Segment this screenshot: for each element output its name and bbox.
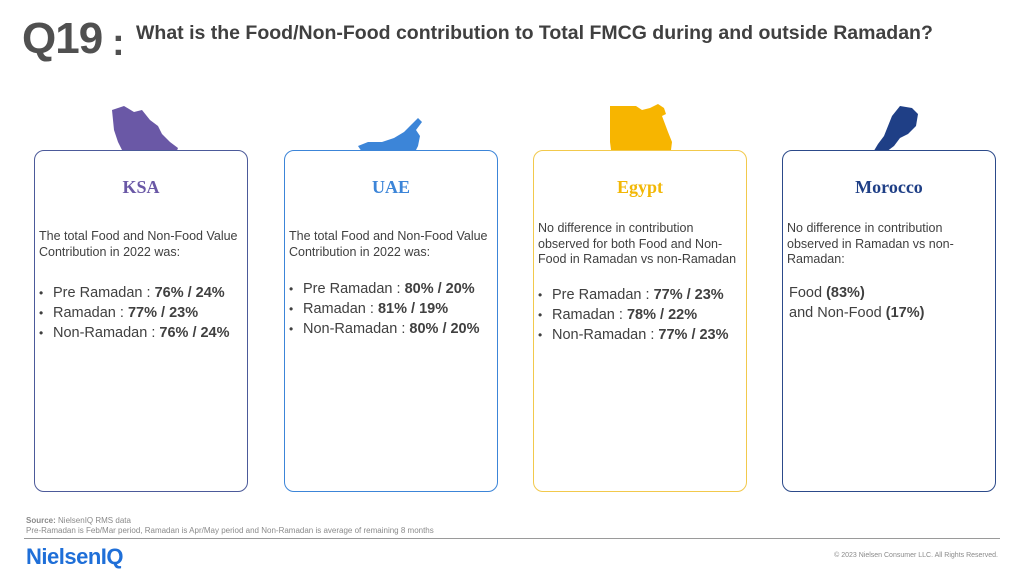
question-title: What is the Food/Non-Food contribution t…	[136, 22, 933, 44]
list-item: Food (83%)	[789, 285, 865, 301]
contribution-list: Pre Ramadan : 77% / 23% Ramadan : 78% / …	[538, 285, 742, 345]
list-item: Ramadan : 78% / 22%	[538, 305, 742, 325]
card-description: No difference in contribution observed i…	[787, 221, 954, 266]
ksa-card: KSA The total Food and Non-Food Value Co…	[34, 150, 248, 492]
egypt-card: Egypt No difference in contribution obse…	[533, 150, 747, 492]
list-item: Non-Ramadan : 76% / 24%	[39, 323, 243, 343]
card-description: The total Food and Non-Food Value Contri…	[39, 229, 238, 259]
list-item: Pre Ramadan : 80% / 20%	[289, 279, 493, 299]
nielseniq-logo: NielsenIQ	[26, 544, 123, 569]
card-title: UAE	[371, 177, 410, 197]
period-note: Pre-Ramadan is Feb/Mar period, Ramadan i…	[26, 526, 434, 535]
list-item: Pre Ramadan : 76% / 24%	[39, 283, 243, 303]
card-description: No difference in contribution observed f…	[538, 221, 737, 266]
contribution-lines: Food (83%) and Non-Food (17%)	[789, 283, 924, 323]
list-item: Non-Ramadan : 77% / 23%	[538, 325, 742, 345]
question-colon: :	[112, 22, 125, 64]
card-description: The total Food and Non-Food Value Contri…	[289, 229, 488, 259]
card-title: Morocco	[855, 177, 923, 197]
uae-card: UAE The total Food and Non-Food Value Co…	[284, 150, 498, 492]
contribution-list: Pre Ramadan : 76% / 24% Ramadan : 77% / …	[39, 283, 243, 343]
list-item: Pre Ramadan : 77% / 23%	[538, 285, 742, 305]
copyright-text: © 2023 Nielsen Consumer LLC. All Rights …	[834, 552, 998, 559]
footer-divider	[24, 538, 1000, 539]
morocco-card: Morocco No difference in contribution ob…	[782, 150, 996, 492]
contribution-list: Pre Ramadan : 80% / 20% Ramadan : 81% / …	[289, 279, 493, 339]
question-number: Q19	[22, 14, 103, 63]
card-title: KSA	[122, 177, 160, 197]
list-item: Non-Ramadan : 80% / 20%	[289, 319, 493, 339]
list-item: Ramadan : 81% / 19%	[289, 299, 493, 319]
list-item: and Non-Food (17%)	[789, 305, 925, 321]
card-title: Egypt	[616, 177, 663, 197]
source-note: Source: NielsenIQ RMS data Pre-Ramadan i…	[26, 516, 434, 535]
list-item: Ramadan : 77% / 23%	[39, 303, 243, 323]
egypt-map-icon	[610, 104, 672, 158]
